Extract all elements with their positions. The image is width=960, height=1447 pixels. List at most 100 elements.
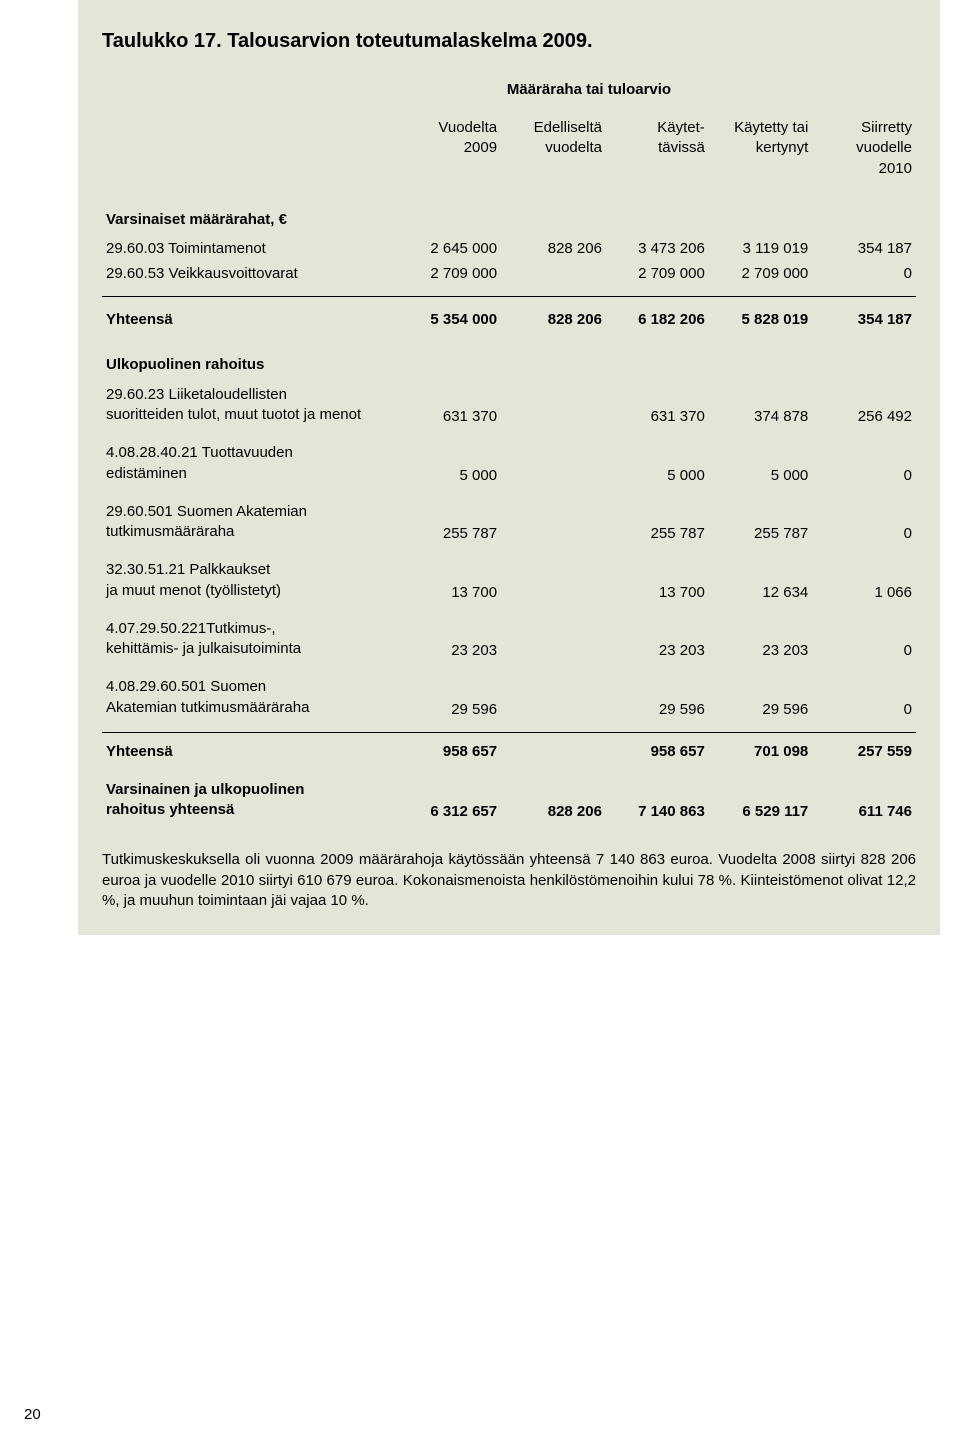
cell: 958 657: [606, 733, 709, 770]
cell: 631 370: [397, 381, 501, 430]
cell: 374 878: [709, 381, 812, 430]
cell: 6 312 657: [397, 770, 501, 831]
table-row: 29.60.53 Veikkausvoittovarat 2 709 000 2…: [102, 261, 916, 286]
row-label-line2: tutkimusmääräraha: [106, 523, 234, 540]
col5-line2: vuodelle: [856, 139, 912, 156]
cell: [501, 673, 606, 722]
cell: 3 473 206: [606, 236, 709, 261]
cell: 2 709 000: [397, 261, 501, 286]
cell: 29 596: [397, 673, 501, 722]
col1-line2: 2009: [464, 139, 497, 156]
col3-line2: tävissä: [658, 139, 705, 156]
cell: 701 098: [709, 733, 812, 770]
cell: 0: [812, 261, 916, 286]
cell: 1 066: [812, 556, 916, 605]
cell: 828 206: [501, 236, 606, 261]
cell: 2 709 000: [709, 261, 812, 286]
cell: 13 700: [397, 556, 501, 605]
table-header-row: Vuodelta 2009 Edelliseltä vuodelta Käyte…: [102, 114, 916, 197]
col5-line3: 2010: [879, 160, 912, 177]
cell: 23 203: [709, 615, 812, 664]
budget-table: Vuodelta 2009 Edelliseltä vuodelta Käyte…: [102, 114, 916, 830]
cell: 631 370: [606, 381, 709, 430]
cell: 611 746: [812, 770, 916, 831]
col5-line1: Siirretty: [861, 119, 912, 136]
cell: 7 140 863: [606, 770, 709, 831]
cell: 29 596: [709, 673, 812, 722]
table-subtitle: Määräraha tai tuloarvio: [102, 81, 916, 98]
cell: 0: [812, 615, 916, 664]
subtotal-row: Yhteensä 958 657 958 657 701 098 257 559: [102, 733, 916, 770]
table-row: 4.08.29.60.501 Suomen Akatemian tutkimus…: [102, 673, 916, 722]
table-row: 4.08.28.40.21 Tuottavuuden edistäminen 5…: [102, 439, 916, 488]
cell: 5 828 019: [709, 297, 812, 342]
grand-label-line1: Varsinainen ja ulkopuolinen: [106, 781, 304, 798]
row-label-line1: 4.08.28.40.21 Tuottavuuden: [106, 444, 293, 461]
row-label-line1: 4.07.29.50.221Tutkimus-,: [106, 620, 276, 637]
subtotal-row: Yhteensä 5 354 000 828 206 6 182 206 5 8…: [102, 297, 916, 342]
row-label: 29.60.03 Toimintamenot: [102, 236, 397, 261]
table-row: 29.60.23 Liiketaloudellisten suoritteide…: [102, 381, 916, 430]
cell: 5 000: [606, 439, 709, 488]
table-row: 32.30.51.21 Palkkaukset ja muut menot (t…: [102, 556, 916, 605]
cell: 255 787: [606, 498, 709, 547]
cell: 255 787: [709, 498, 812, 547]
table-panel: Taulukko 17. Talousarvion toteutumalaske…: [78, 0, 940, 935]
subtotal-label: Yhteensä: [102, 297, 397, 342]
cell: [501, 439, 606, 488]
row-label-line1: 32.30.51.21 Palkkaukset: [106, 561, 270, 578]
cell: [501, 556, 606, 605]
cell: [501, 733, 606, 770]
cell: [501, 381, 606, 430]
table-row: 29.60.03 Toimintamenot 2 645 000 828 206…: [102, 236, 916, 261]
cell: 29 596: [606, 673, 709, 722]
cell: [501, 498, 606, 547]
cell: 5 354 000: [397, 297, 501, 342]
cell: 255 787: [397, 498, 501, 547]
cell: 23 203: [606, 615, 709, 664]
cell: 13 700: [606, 556, 709, 605]
col1-line1: Vuodelta: [438, 119, 497, 136]
col3-line1: Käytet-: [657, 119, 705, 136]
col4-line2: kertynyt: [756, 139, 809, 156]
table-row: 4.07.29.50.221Tutkimus-, kehittämis- ja …: [102, 615, 916, 664]
col2-line2: vuodelta: [545, 139, 602, 156]
cell: 354 187: [812, 297, 916, 342]
row-label-line2: edistäminen: [106, 465, 187, 482]
cell: 0: [812, 498, 916, 547]
cell: 0: [812, 673, 916, 722]
section2-label: Ulkopuolinen rahoitus: [102, 342, 916, 381]
cell: 257 559: [812, 733, 916, 770]
cell: 6 182 206: [606, 297, 709, 342]
cell: 0: [812, 439, 916, 488]
subtotal-label: Yhteensä: [102, 733, 397, 770]
cell: 828 206: [501, 770, 606, 831]
row-label-line1: 29.60.23 Liiketaloudellisten: [106, 386, 287, 403]
cell: 958 657: [397, 733, 501, 770]
cell: 828 206: [501, 297, 606, 342]
cell: 5 000: [709, 439, 812, 488]
col2-line1: Edelliseltä: [534, 119, 602, 136]
row-label-line2: ja muut menot (työllistetyt): [106, 582, 281, 599]
page-number: 20: [24, 1406, 41, 1423]
cell: 256 492: [812, 381, 916, 430]
cell: 2 645 000: [397, 236, 501, 261]
col4-line1: Käytetty tai: [734, 119, 808, 136]
cell: 12 634: [709, 556, 812, 605]
cell: 5 000: [397, 439, 501, 488]
grand-label-line2: rahoitus yhteensä: [106, 801, 234, 818]
section1-label: Varsinaiset määrärahat, €: [102, 197, 916, 236]
cell: 3 119 019: [709, 236, 812, 261]
row-label-line2: kehittämis- ja julkaisutoiminta: [106, 640, 301, 657]
cell: 2 709 000: [606, 261, 709, 286]
table-title: Taulukko 17. Talousarvion toteutumalaske…: [102, 30, 916, 53]
cell: 23 203: [397, 615, 501, 664]
body-paragraph: Tutkimuskeskuksella oli vuonna 2009 määr…: [102, 850, 916, 911]
cell: 6 529 117: [709, 770, 812, 831]
table-row: 29.60.501 Suomen Akatemian tutkimusmäärä…: [102, 498, 916, 547]
row-label: 29.60.53 Veikkausvoittovarat: [102, 261, 397, 286]
cell: [501, 615, 606, 664]
row-label-line1: 4.08.29.60.501 Suomen: [106, 678, 266, 695]
cell: [501, 261, 606, 286]
cell: 354 187: [812, 236, 916, 261]
